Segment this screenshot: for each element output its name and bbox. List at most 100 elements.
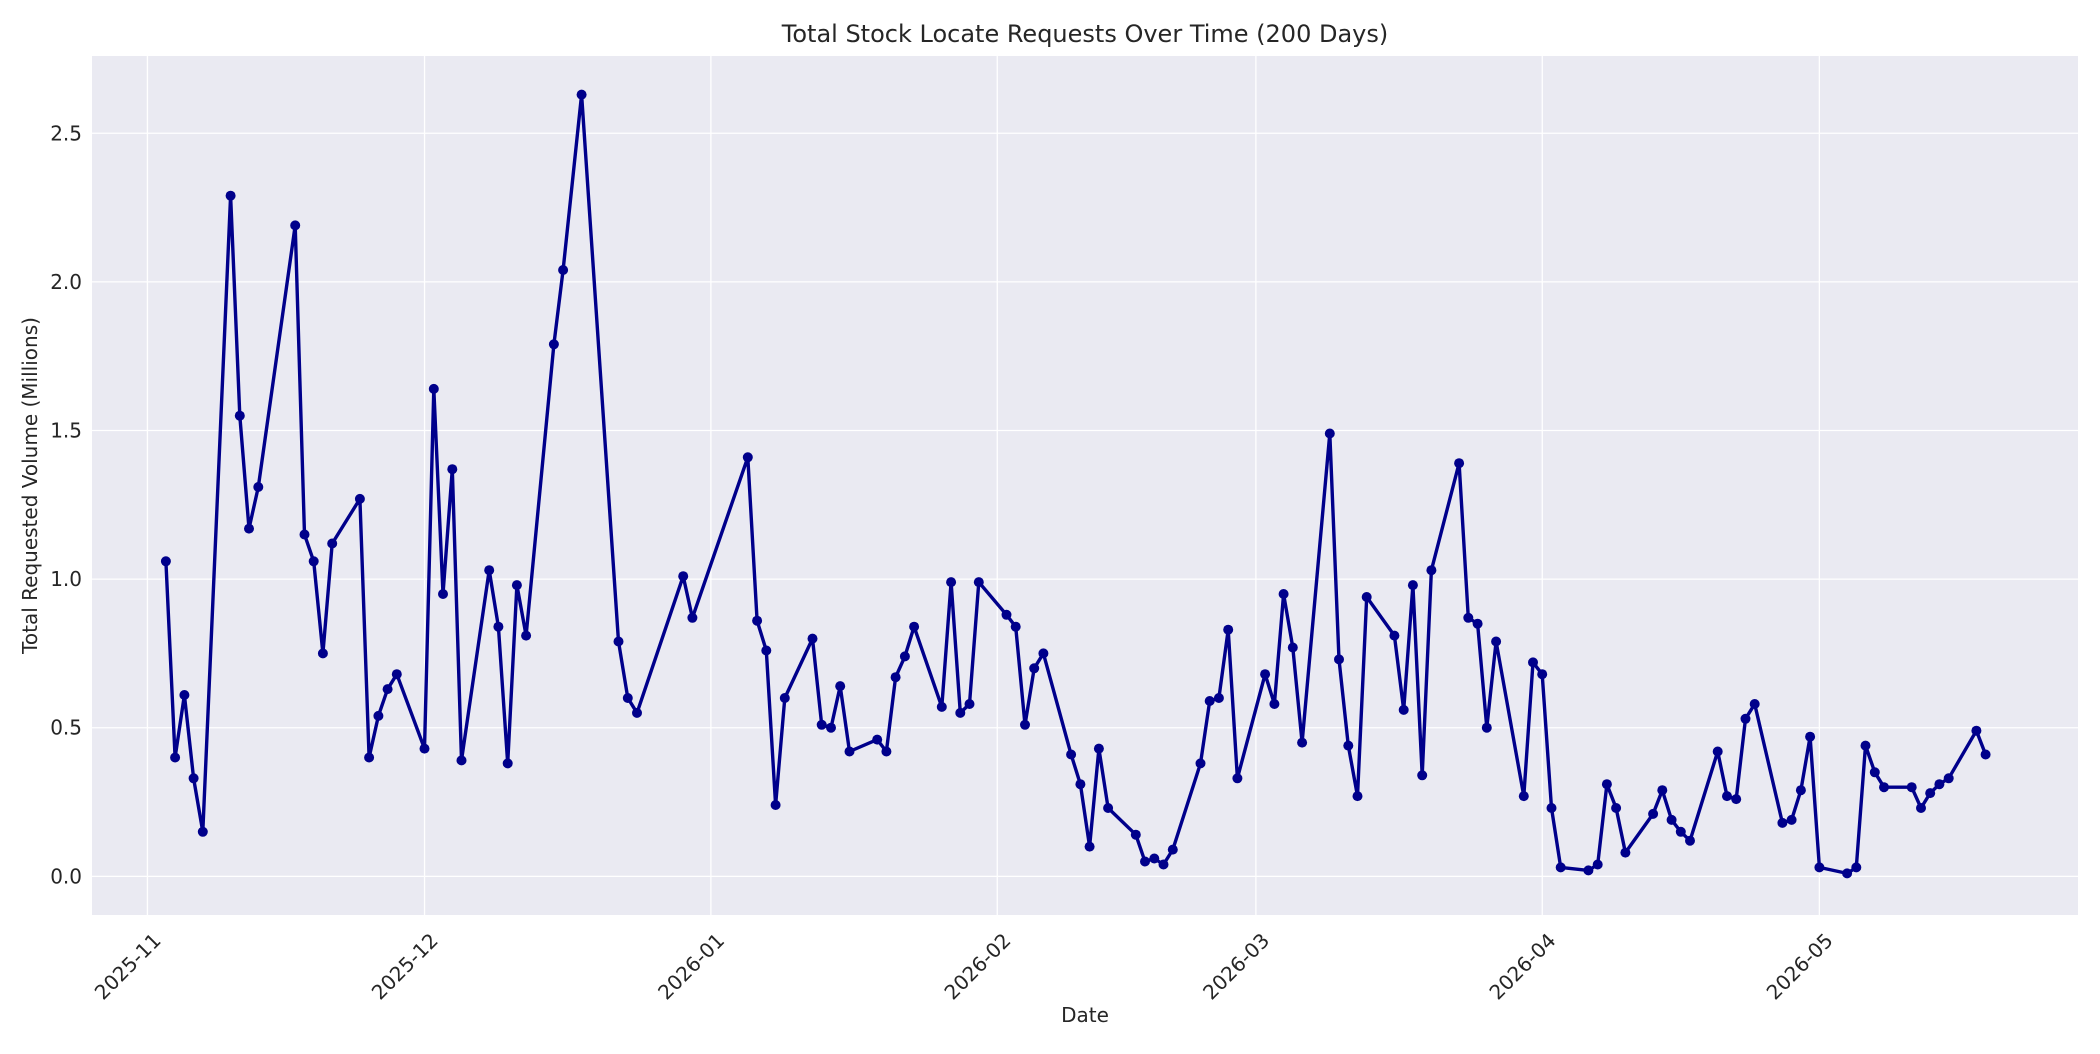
data-point (1417, 770, 1428, 781)
data-point (484, 565, 495, 576)
data-point (1140, 856, 1150, 867)
data-point (1879, 782, 1889, 793)
data-point (1232, 773, 1243, 784)
data-point (1786, 814, 1797, 825)
data-point (1740, 713, 1751, 724)
data-point (1851, 862, 1862, 873)
x-axis-label: Date (1061, 1003, 1109, 1027)
y-gridlines (92, 132, 2078, 878)
data-point (1611, 803, 1622, 813)
data-point (456, 755, 467, 766)
data-point (521, 630, 532, 641)
data-point (354, 493, 365, 504)
data-point (1324, 428, 1335, 439)
data-point (1537, 669, 1548, 680)
data-point (419, 743, 430, 754)
data-point (1481, 722, 1492, 733)
data-point (835, 681, 846, 692)
data-point (1001, 609, 1012, 620)
data-point (1620, 847, 1631, 858)
data-point (1389, 630, 1400, 641)
plot-area (92, 56, 2078, 915)
data-point (632, 707, 642, 718)
data-point (1075, 779, 1086, 790)
data-point (327, 538, 338, 549)
data-point (1204, 696, 1215, 706)
data-point (899, 651, 910, 662)
data-point (1020, 719, 1030, 730)
data-points (160, 89, 1991, 879)
data-point (752, 615, 763, 626)
data-point (687, 612, 698, 623)
data-point (1029, 663, 1040, 674)
data-point (826, 722, 836, 733)
data-point (1278, 589, 1289, 599)
data-point (364, 752, 375, 763)
y-tick-label: 2.5 (50, 121, 82, 145)
data-point (1149, 853, 1160, 864)
data-point (1213, 693, 1224, 703)
data-point (613, 636, 624, 647)
data-point (1685, 835, 1695, 846)
data-point (1869, 767, 1880, 778)
data-point (428, 383, 439, 394)
data-point (447, 464, 458, 475)
data-point (1463, 612, 1474, 623)
data-point (1223, 624, 1234, 635)
x-tick-label: 2026-01 (653, 928, 729, 1004)
data-point (1583, 865, 1594, 876)
data-point (373, 710, 384, 721)
data-point (1334, 654, 1344, 665)
data-point (576, 89, 587, 100)
data-point (1712, 746, 1723, 757)
data-point (964, 699, 975, 709)
data-point (170, 752, 181, 763)
data-point (1130, 829, 1141, 840)
data-point (1343, 740, 1354, 751)
data-point (872, 734, 883, 745)
data-point (1472, 618, 1483, 629)
data-point (936, 701, 947, 712)
data-point (1648, 808, 1659, 819)
x-tick-label: 2026-04 (1484, 928, 1560, 1004)
y-tick-label: 1.0 (50, 567, 82, 591)
data-point (253, 482, 264, 492)
data-point (1269, 699, 1280, 709)
data-point (391, 669, 402, 680)
x-tick-label: 2026-02 (939, 928, 1015, 1004)
data-point (308, 556, 319, 567)
x-tick-label: 2025-12 (367, 928, 443, 1004)
data-point (558, 265, 569, 275)
data-point (1398, 704, 1409, 715)
data-point (197, 826, 208, 837)
data-point (622, 693, 633, 703)
data-point (1722, 791, 1732, 802)
y-tick-label: 2.0 (50, 270, 82, 294)
data-point (548, 339, 559, 350)
data-point (234, 410, 245, 421)
data-point (779, 693, 790, 703)
data-point (1454, 458, 1465, 469)
data-point (1167, 844, 1178, 855)
x-gridlines (146, 56, 1821, 915)
data-point (1749, 699, 1760, 709)
data-point (946, 577, 957, 588)
data-point (1906, 782, 1917, 793)
y-tick-label: 0.0 (50, 864, 82, 888)
data-point (1518, 791, 1529, 802)
data-point (1675, 826, 1686, 837)
y-axis-ticks: 0.0 0.5 1.0 1.5 2.0 2.5 (50, 121, 82, 888)
chart-title: Total Stock Locate Requests Over Time (2… (781, 20, 1388, 48)
data-point (1971, 725, 1982, 736)
data-point (1103, 803, 1114, 813)
data-point (511, 580, 522, 591)
data-point (160, 556, 171, 567)
data-point (1980, 749, 1991, 760)
data-point (1860, 740, 1871, 751)
data-point (742, 452, 753, 463)
data-point (1084, 841, 1095, 852)
data-point (1426, 565, 1437, 576)
x-tick-label: 2025-11 (90, 928, 166, 1004)
data-point (1795, 785, 1806, 796)
